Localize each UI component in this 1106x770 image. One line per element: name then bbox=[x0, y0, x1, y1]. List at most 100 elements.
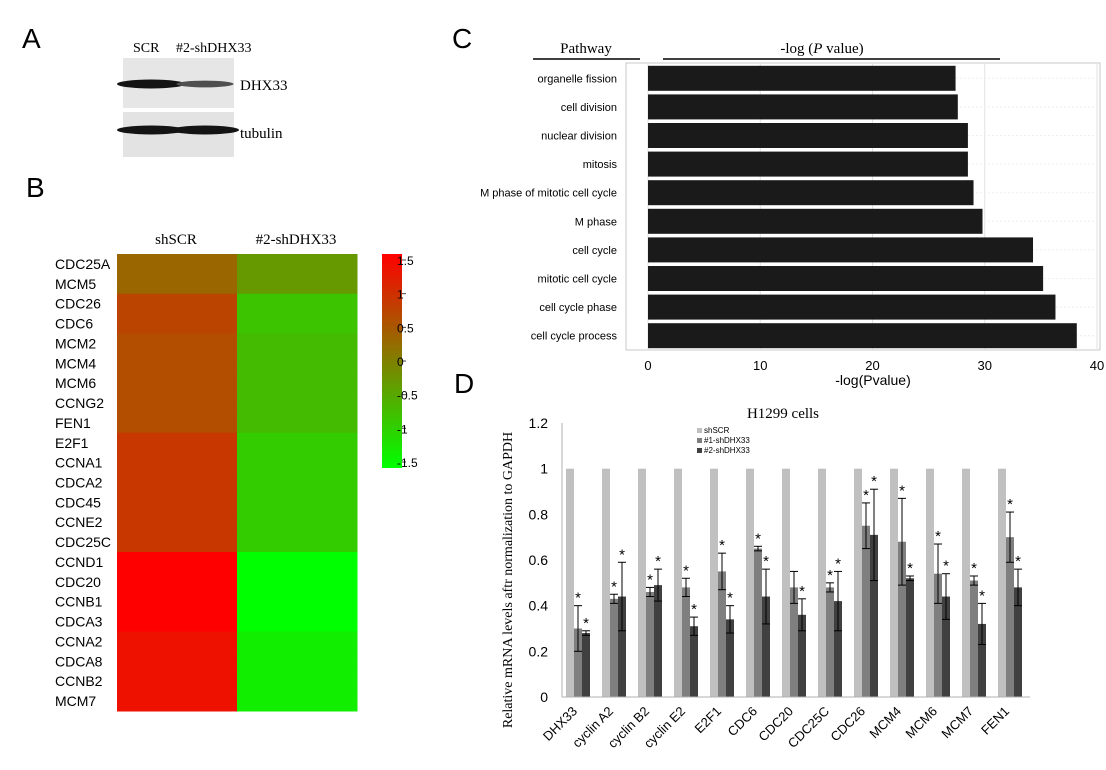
colorbar-tick-label: -0.5 bbox=[397, 389, 418, 403]
heatmap-row-label: CCND1 bbox=[55, 554, 103, 570]
qpcr-bar bbox=[854, 468, 862, 697]
qpcr-bar bbox=[826, 587, 834, 697]
qpcr-significance-mark: * bbox=[683, 562, 689, 579]
qpcr-significance-mark: * bbox=[863, 487, 869, 504]
pvalue-header: -log (P value) bbox=[780, 41, 863, 57]
pathway-x-tick-label: 20 bbox=[865, 358, 879, 373]
qpcr-y-tick-label: 0 bbox=[540, 689, 548, 705]
heatmap-cell bbox=[237, 611, 358, 633]
colorbar-tick-label: 0 bbox=[397, 355, 404, 369]
heatmap-cell bbox=[117, 353, 238, 374]
heatmap-row-label: CDC25A bbox=[55, 256, 111, 272]
heatmap-row-label: FEN1 bbox=[55, 415, 91, 431]
pathway-category-label: nuclear division bbox=[541, 131, 617, 143]
heatmap-cell bbox=[117, 631, 238, 652]
qpcr-bar bbox=[898, 541, 906, 697]
qpcr-bar bbox=[746, 468, 754, 697]
heatmap-cell bbox=[237, 333, 358, 354]
heatmap-row-label: CDC45 bbox=[55, 494, 101, 510]
qpcr-category-label: MCM6 bbox=[902, 704, 940, 742]
blot-band-tubulin-lane-2 bbox=[171, 125, 239, 135]
qpcr-category-label: MCM4 bbox=[866, 704, 904, 742]
qpcr-significance-mark: * bbox=[647, 571, 653, 588]
colorbar bbox=[382, 254, 402, 468]
heatmap-cell bbox=[237, 273, 358, 295]
heatmap-row-label: E2F1 bbox=[55, 435, 89, 451]
panel-b-letter: B bbox=[26, 172, 45, 203]
heatmap-row-label: MCM7 bbox=[55, 693, 96, 709]
heatmap-cell bbox=[117, 412, 238, 434]
blot-band-tubulin-lane-1 bbox=[117, 125, 185, 135]
heatmap-cell bbox=[237, 591, 358, 613]
heatmap-cell bbox=[117, 571, 238, 593]
heatmap-row-label: CDC25C bbox=[55, 534, 111, 550]
qpcr-bar bbox=[942, 596, 950, 697]
pathway-category-label: cell cycle phase bbox=[539, 302, 617, 314]
qpcr-y-tick-label: 1 bbox=[540, 461, 548, 477]
heatmap-cell bbox=[117, 611, 238, 633]
qpcr-bar bbox=[890, 468, 898, 697]
pathway-x-tick-label: 0 bbox=[644, 358, 651, 373]
qpcr-significance-mark: * bbox=[719, 537, 725, 554]
qpcr-legend-label: shSCR bbox=[704, 426, 730, 435]
heatmap-row-label: CDC6 bbox=[55, 316, 93, 332]
qpcr-bar bbox=[1014, 587, 1022, 697]
qpcr-significance-mark: * bbox=[899, 482, 905, 499]
heatmap-row-label: CDC26 bbox=[55, 296, 101, 312]
western-blot-panel: SCR #2-shDHX33 DHX33 tubulin bbox=[117, 41, 288, 157]
heatmap-cells bbox=[117, 254, 358, 712]
qpcr-significance-mark: * bbox=[583, 615, 589, 632]
qpcr-bar bbox=[790, 587, 798, 697]
qpcr-significance-mark: * bbox=[755, 530, 761, 547]
qpcr-significance-mark: * bbox=[835, 555, 841, 572]
heatmap-cell bbox=[237, 373, 358, 394]
heatmap-cell bbox=[237, 412, 358, 434]
panel-a-letter: A bbox=[22, 23, 41, 54]
qpcr-bar bbox=[690, 626, 698, 697]
qpcr-bar bbox=[1006, 537, 1014, 697]
qpcr-bar bbox=[970, 580, 978, 697]
heatmap-cell bbox=[117, 313, 238, 334]
heatmap-row-label: MCM2 bbox=[55, 335, 96, 351]
qpcr-bar bbox=[574, 628, 582, 697]
heatmap-cell bbox=[117, 393, 238, 414]
heatmap-row-label: CCNE2 bbox=[55, 514, 103, 530]
heatmap-cell bbox=[117, 492, 238, 513]
qpcr-bar bbox=[934, 573, 942, 697]
heatmap-row-label: CDCA3 bbox=[55, 614, 103, 630]
qpcr-chart-title: H1299 cells bbox=[747, 406, 819, 422]
heatmap-cell bbox=[237, 254, 358, 275]
qpcr-significance-mark: * bbox=[1007, 496, 1013, 513]
heatmap-cell bbox=[117, 691, 238, 712]
qpcr-bar bbox=[818, 468, 826, 697]
qpcr-legend-swatch bbox=[697, 438, 702, 443]
qpcr-bar bbox=[674, 468, 682, 697]
qpcr-bar bbox=[726, 619, 734, 697]
heatmap-row-label: CCNB2 bbox=[55, 673, 103, 689]
heatmap-row-label: CCNA2 bbox=[55, 633, 103, 649]
heatmap-cell bbox=[237, 432, 358, 454]
heatmap-row-label: MCM6 bbox=[55, 375, 96, 391]
qpcr-bar bbox=[718, 571, 726, 697]
qpcr-significance-mark: * bbox=[907, 560, 913, 577]
pathway-bar bbox=[648, 65, 956, 91]
pathway-bar bbox=[648, 123, 968, 148]
qpcr-y-tick-label: 0.2 bbox=[529, 643, 549, 659]
qpcr-panel: H1299 cells Relative mRNA levels aftr no… bbox=[501, 406, 1030, 751]
qpcr-bar bbox=[654, 585, 662, 697]
heatmap-cell bbox=[237, 393, 358, 414]
heatmap-cell bbox=[237, 512, 358, 533]
qpcr-error-bars bbox=[574, 488, 1022, 652]
heatmap-cell bbox=[117, 254, 238, 275]
qpcr-category-label: CDC26 bbox=[827, 704, 868, 745]
pathway-category-label: cell division bbox=[561, 102, 617, 114]
pathway-bar bbox=[648, 294, 1056, 320]
colorbar-tick-label: -1 bbox=[397, 422, 408, 436]
pathway-category-label: M phase of mitotic cell cycle bbox=[480, 188, 617, 200]
blot-membrane-tubulin bbox=[123, 112, 234, 157]
qpcr-bar bbox=[798, 614, 806, 697]
pathway-bar bbox=[648, 94, 958, 120]
qpcr-significance-mark: * bbox=[979, 587, 985, 604]
qpcr-category-label: FEN1 bbox=[978, 704, 1012, 738]
